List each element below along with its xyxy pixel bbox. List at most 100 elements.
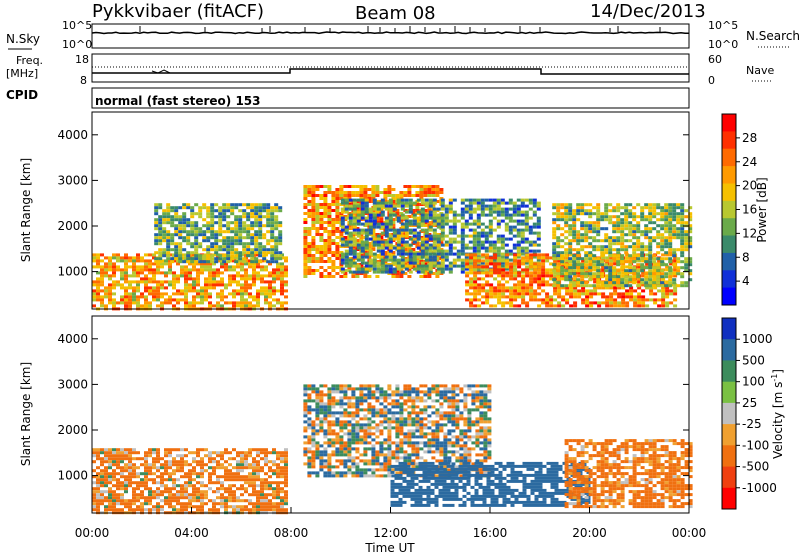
echo-cell [536, 207, 541, 211]
echo-cell [488, 243, 493, 247]
echo-cell [376, 234, 381, 238]
echo-cell [388, 243, 393, 247]
echo-cell [172, 487, 176, 491]
echo-cell [184, 301, 188, 305]
echo-cell [144, 304, 148, 308]
echo-cell [268, 280, 272, 284]
echo-cell [156, 283, 160, 287]
echo-cell [612, 215, 617, 219]
echo-cell [620, 239, 625, 243]
echo-cell [485, 259, 490, 263]
echo-cell [596, 257, 601, 261]
echo-cell [380, 204, 385, 208]
echo-cell [156, 448, 160, 452]
echo-cell [214, 248, 219, 252]
colorbar-segment [722, 218, 736, 237]
echo-cell [331, 197, 336, 200]
echo-cell [128, 301, 132, 305]
echo-cell [226, 248, 231, 252]
echo-cell [620, 224, 625, 228]
echo-cell [246, 212, 251, 216]
echo-cell [500, 213, 505, 217]
echo-cell [311, 227, 316, 230]
echo-cell [104, 457, 108, 461]
echo-cell [144, 460, 148, 464]
echo-cell [260, 469, 264, 473]
echo-cell [240, 274, 244, 278]
echo-cell [541, 280, 546, 284]
echo-cell [648, 212, 653, 216]
echo-cell [416, 225, 421, 229]
echo-cell [608, 275, 613, 279]
echo-cell [412, 240, 417, 244]
echo-cell [384, 201, 389, 205]
echo-cell [315, 194, 320, 197]
echo-cell [124, 286, 128, 290]
echo-cell [120, 298, 124, 302]
echo-cell [132, 286, 136, 290]
echo-cell [214, 209, 219, 213]
echo-cell [628, 221, 633, 225]
echo-cell [407, 236, 412, 239]
echo-cell [372, 204, 377, 208]
echo-cell [92, 256, 96, 260]
echo-cell [200, 475, 204, 479]
echo-cell [178, 227, 183, 231]
echo-cell [92, 493, 96, 497]
echo-cell [202, 239, 207, 243]
echo-cell [154, 260, 159, 264]
echo-cell [144, 274, 148, 278]
echo-cell [384, 255, 389, 259]
echo-cell [648, 257, 653, 261]
echo-cell [352, 264, 357, 268]
echo-cell [505, 265, 510, 269]
echo-cell [323, 230, 328, 233]
echo-cell [307, 260, 312, 263]
echo-cell [524, 261, 529, 265]
echo-cell [210, 218, 215, 222]
echo-cell [613, 286, 618, 290]
echo-cell [226, 209, 231, 213]
echo-cell [492, 210, 497, 214]
echo-cell [632, 212, 637, 216]
echo-cell [411, 185, 416, 188]
echo-cell [432, 255, 437, 259]
echo-cell [120, 487, 124, 491]
echo-cell [465, 298, 470, 302]
echo-cell [248, 472, 252, 476]
echo-cell [640, 257, 645, 261]
echo-cell [564, 221, 569, 225]
echo-cell [676, 284, 681, 288]
echo-cell [368, 210, 373, 214]
echo-cell [513, 292, 518, 296]
echo-cell [319, 224, 324, 227]
echo-cell [160, 478, 164, 482]
echo-cell [124, 451, 128, 455]
echo-cell [371, 197, 376, 200]
echo-cell [608, 236, 613, 240]
echo-cell [500, 237, 505, 241]
echo-cell [580, 227, 585, 231]
echo-cell [128, 259, 132, 263]
echo-cell [608, 209, 613, 213]
echo-cell [180, 505, 184, 509]
echo-cell [484, 225, 489, 229]
echo-cell [395, 272, 400, 275]
echo-cell [652, 260, 657, 264]
echo-cell [158, 254, 163, 258]
echo-cell [504, 249, 509, 253]
echo-cell [156, 454, 160, 458]
echo-cell [604, 248, 609, 252]
echo-cell [96, 496, 100, 500]
echo-cell [160, 457, 164, 461]
echo-cell [636, 284, 641, 288]
echo-cell [264, 487, 268, 491]
echo-cell [351, 191, 356, 194]
echo-cell [258, 251, 263, 255]
echo-cell [132, 448, 136, 452]
echo-cell [652, 272, 657, 276]
echo-cell [637, 295, 642, 299]
echo-cell [364, 270, 369, 274]
echo-cell [303, 194, 308, 197]
echo-cell [359, 239, 364, 242]
